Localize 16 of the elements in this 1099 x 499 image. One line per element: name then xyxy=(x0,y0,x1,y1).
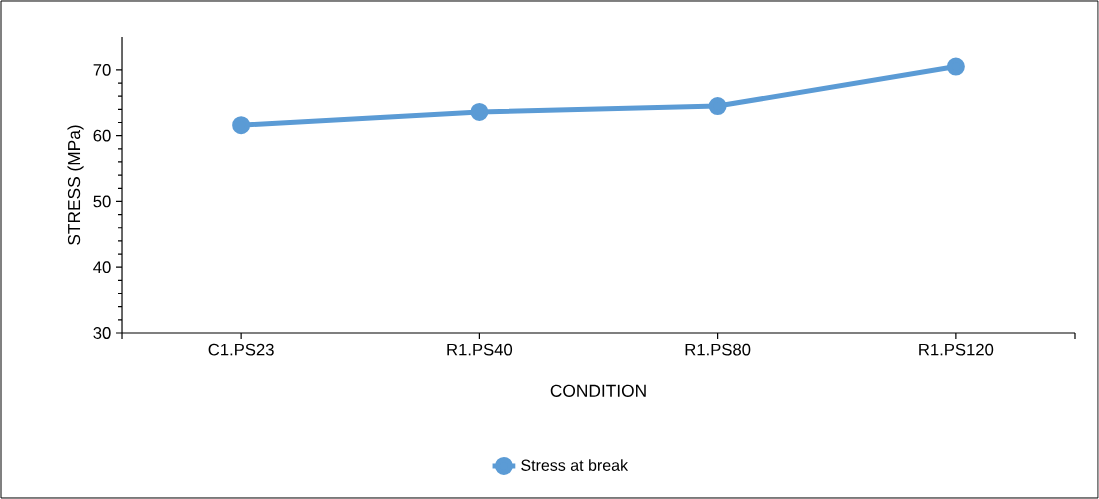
x-tick-label: R1.PS80 xyxy=(685,343,751,356)
x-tick-label: R1.PS120 xyxy=(919,343,994,356)
y-tick-label: 40 xyxy=(93,261,111,274)
legend-label: Stress at break xyxy=(521,459,629,471)
point xyxy=(946,57,965,76)
point xyxy=(470,102,489,121)
x-tick-label: R1.PS40 xyxy=(447,343,513,356)
point xyxy=(232,116,251,135)
point xyxy=(708,97,727,116)
y-axis-title: STRESS (MPa) xyxy=(67,125,84,245)
x-tick-label: C1.PS23 xyxy=(208,343,274,356)
x-axis-title: CONDITION xyxy=(550,384,646,397)
y-tick-label: 50 xyxy=(93,195,111,208)
y-tick-label: 60 xyxy=(93,129,111,142)
y-tick-label: 70 xyxy=(93,63,111,76)
y-tick-label: 30 xyxy=(93,327,111,339)
